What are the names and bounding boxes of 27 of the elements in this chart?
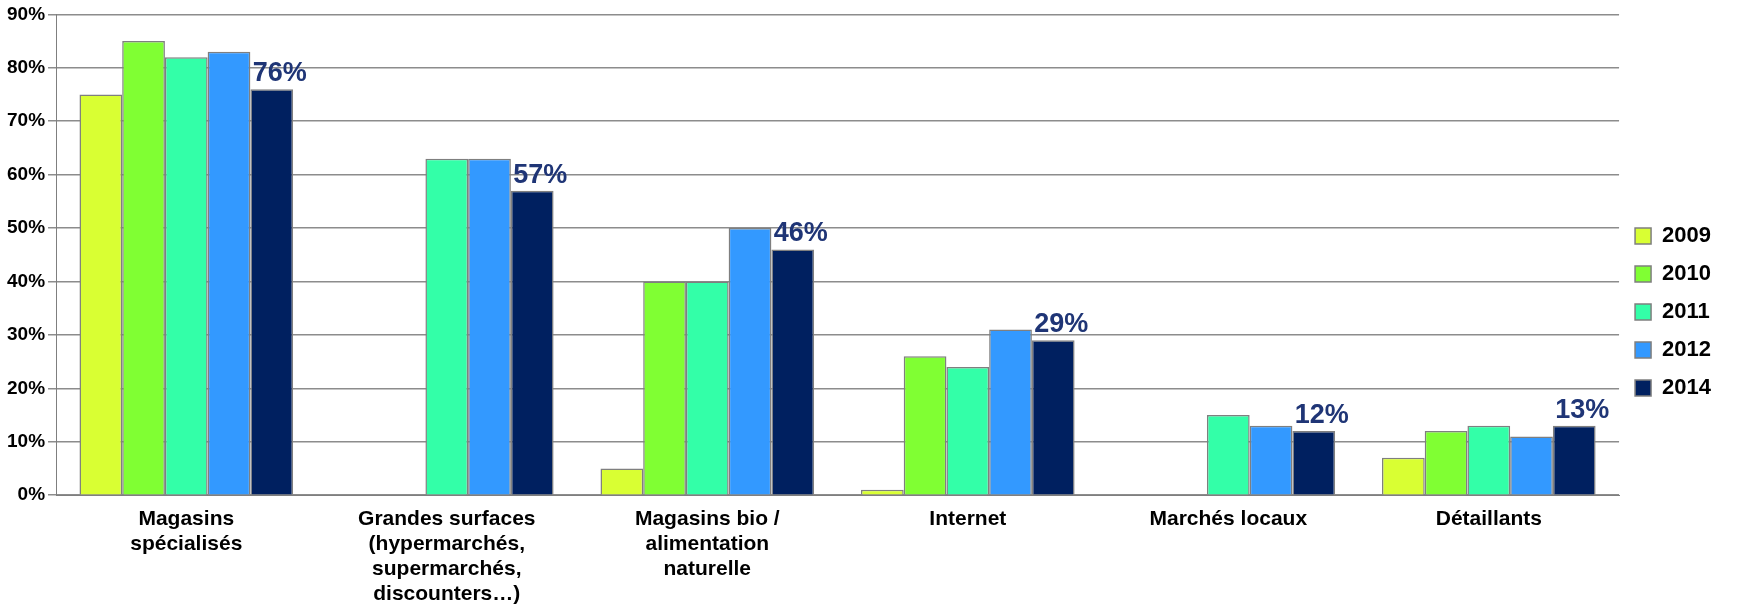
- x-tick-label: Détaillants: [1435, 505, 1542, 529]
- data-label: 57%: [513, 158, 568, 189]
- x-tick-label: Internet: [929, 505, 1007, 529]
- y-tick-label: 30%: [7, 323, 46, 345]
- data-label: 13%: [1555, 393, 1610, 424]
- data-label: 76%: [252, 57, 307, 88]
- legend-label: 2010: [1662, 260, 1712, 286]
- y-tick-label: 20%: [7, 376, 46, 398]
- legend-label: 2012: [1662, 336, 1712, 362]
- data-label: 46%: [773, 217, 828, 248]
- x-tick-label: Magasins bio / alimentation naturelle: [634, 505, 780, 579]
- legend-label: 2014: [1662, 374, 1712, 400]
- data-label: 29%: [1034, 308, 1089, 339]
- legend-label: 2011: [1662, 298, 1710, 324]
- y-tick-label: 40%: [7, 269, 46, 291]
- y-tick-label: 10%: [7, 430, 46, 452]
- y-tick-label: 60%: [7, 162, 46, 184]
- y-tick-label: 90%: [7, 2, 46, 24]
- legend-label: 2009: [1662, 222, 1712, 248]
- x-tick-label: Marchés locaux: [1149, 505, 1308, 529]
- y-tick-label: 0%: [17, 483, 46, 505]
- x-tick-label: Magasins spécialisés: [130, 505, 243, 554]
- data-label: 12%: [1294, 399, 1349, 430]
- y-tick-label: 50%: [7, 216, 46, 238]
- y-tick-label: 70%: [7, 109, 46, 131]
- x-tick-label: Grandes surfaces (hypermarchés, supermarchés, discounters…): [358, 505, 536, 605]
- y-tick-label: 80%: [7, 56, 46, 78]
